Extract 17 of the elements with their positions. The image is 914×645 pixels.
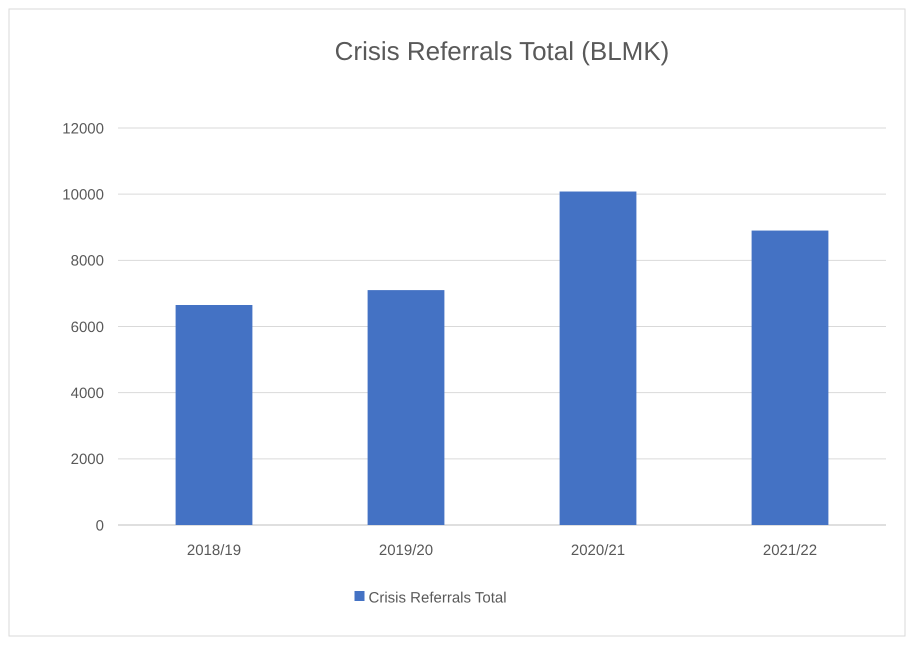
bar [752, 230, 828, 525]
x-tick-label: 2018/19 [186, 542, 242, 559]
x-tick-label: 2019/20 [378, 542, 434, 559]
y-tick-label: 6000 [70, 318, 104, 336]
y-tick-label: 0 [96, 517, 104, 534]
y-tick-label: 10000 [62, 186, 104, 204]
y-tick-label: 12000 [62, 120, 104, 138]
x-tick-label: 2021/22 [762, 542, 818, 559]
y-tick-label: 4000 [70, 384, 104, 402]
bar [368, 290, 444, 525]
bar [560, 192, 636, 525]
x-tick-label: 2020/21 [570, 542, 626, 559]
y-tick-label: 2000 [70, 451, 104, 468]
legend-label: Crisis Referrals Total [368, 589, 507, 606]
bar [176, 304, 252, 525]
chart-title: Crisis Referrals Total (BLMK) [334, 36, 670, 66]
y-tick-label: 8000 [70, 252, 104, 270]
